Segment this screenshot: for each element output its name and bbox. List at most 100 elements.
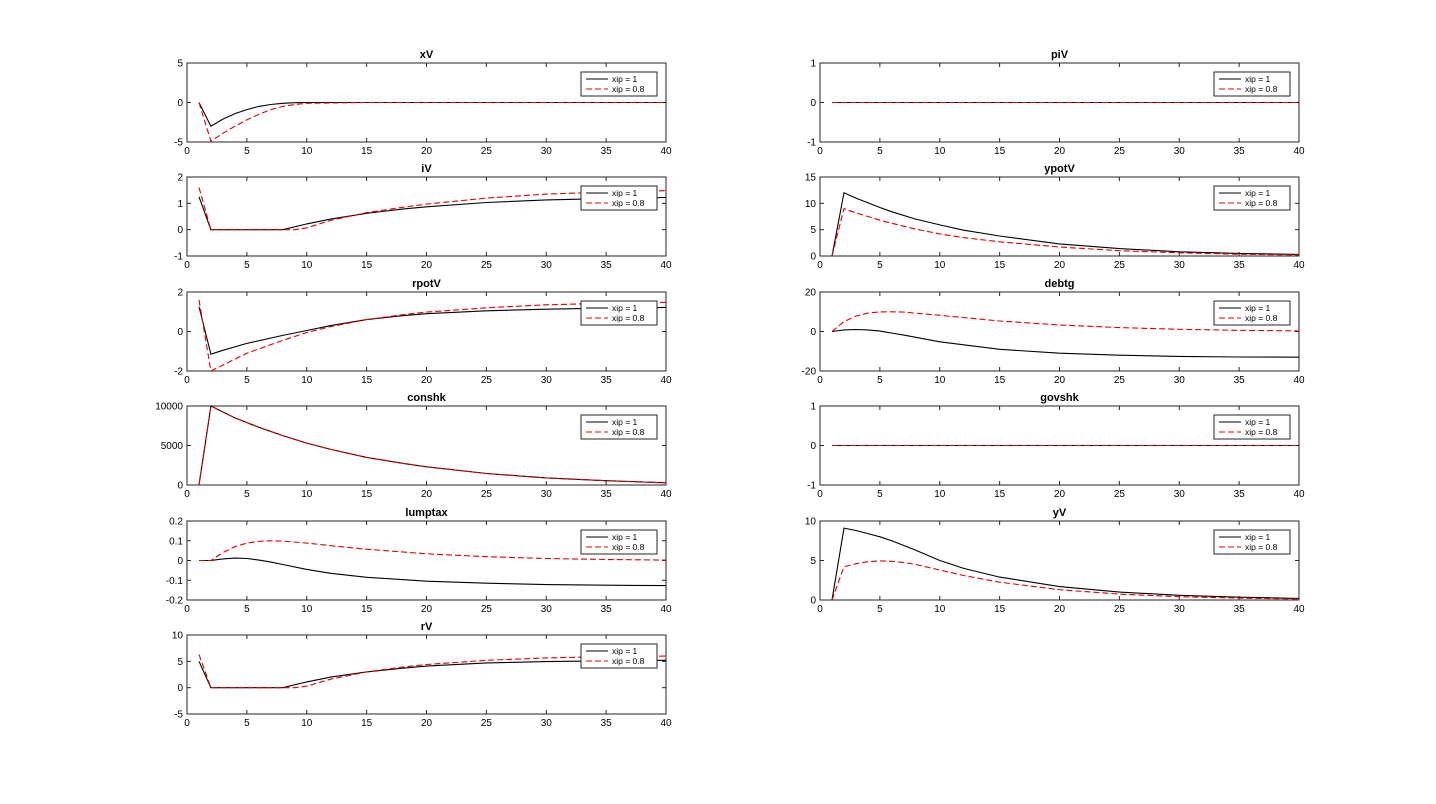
plot-area	[198, 406, 666, 485]
legend-box	[1213, 185, 1291, 211]
y-tick-label: 5	[177, 657, 183, 668]
x-tick-label: 20	[421, 260, 433, 271]
x-tick-label: 25	[1114, 146, 1126, 157]
x-tick-label: 25	[1114, 604, 1126, 615]
x-tick-label: 40	[1293, 146, 1305, 157]
x-tick-label: 10	[301, 375, 313, 386]
y-tick-label: 10	[805, 199, 817, 210]
x-tick-label: 10	[934, 146, 946, 157]
y-tick-label: -20	[802, 367, 817, 378]
legend-label: xip = 1	[612, 188, 638, 198]
x-tick-label: 10	[301, 489, 313, 500]
x-tick-label: 25	[1114, 489, 1126, 500]
series-line-xip-0-8	[831, 560, 1299, 600]
x-tick-label: 0	[817, 375, 823, 386]
subplot-title: iV	[421, 163, 432, 175]
legend-box	[1213, 71, 1291, 97]
x-tick-label: 15	[361, 375, 373, 386]
legend-label: xip = 1	[1245, 188, 1271, 198]
x-tick-label: 35	[1234, 489, 1246, 500]
plot-area	[198, 654, 666, 689]
x-tick-label: 35	[601, 489, 613, 500]
subplot-title: ypotV	[1044, 163, 1075, 175]
y-tick-label: 0	[177, 225, 183, 236]
x-tick-label: 40	[1293, 604, 1305, 615]
x-tick-label: 35	[1234, 375, 1246, 386]
x-tick-label: 20	[421, 604, 433, 615]
series-line-xip-0-8	[198, 101, 666, 142]
x-tick-label: 0	[817, 260, 823, 271]
x-tick-label: 10	[934, 260, 946, 271]
x-tick-label: 5	[877, 604, 883, 615]
x-tick-label: 30	[1174, 604, 1186, 615]
y-tick-label: -1	[807, 481, 816, 492]
x-tick-label: 25	[481, 146, 493, 157]
x-tick-label: 15	[361, 718, 373, 729]
x-tick-label: 25	[1114, 260, 1126, 271]
subplot-title: rpotV	[412, 278, 441, 290]
y-tick-label: 0	[810, 252, 816, 263]
x-tick-label: 10	[301, 260, 313, 271]
legend-label: xip = 0.8	[612, 84, 645, 94]
y-tick-label: 1	[810, 402, 816, 413]
x-tick-label: 0	[184, 604, 190, 615]
x-tick-label: 0	[184, 146, 190, 157]
x-tick-label: 40	[660, 718, 672, 729]
x-tick-label: 35	[1234, 604, 1246, 615]
y-tick-label: 10000	[155, 402, 183, 413]
y-tick-label: 0	[810, 98, 816, 109]
series-line-xip-0-8	[198, 654, 666, 689]
y-tick-label: 20	[805, 288, 817, 299]
legend-label: xip = 1	[612, 646, 638, 656]
x-tick-label: 30	[541, 604, 553, 615]
x-tick-label: 25	[481, 375, 493, 386]
legend-label: xip = 0.8	[1245, 542, 1278, 552]
y-tick-label: 0	[810, 327, 816, 338]
y-tick-label: 0	[177, 683, 183, 694]
legend-box	[580, 414, 658, 440]
legend-box	[580, 185, 658, 211]
legend-label: xip = 0.8	[1245, 198, 1278, 208]
legend-label: xip = 0.8	[612, 313, 645, 323]
subplot-title: conshk	[407, 392, 446, 404]
x-tick-label: 30	[541, 489, 553, 500]
y-tick-label: -5	[174, 138, 183, 149]
y-tick-label: 0	[177, 481, 183, 492]
x-tick-label: 20	[421, 489, 433, 500]
x-tick-label: 20	[1054, 489, 1066, 500]
x-tick-label: 0	[184, 718, 190, 729]
x-tick-label: 35	[601, 604, 613, 615]
x-tick-label: 20	[1054, 260, 1066, 271]
x-tick-label: 40	[660, 146, 672, 157]
y-tick-label: 0	[810, 596, 816, 607]
legend-label: xip = 0.8	[612, 427, 645, 437]
y-tick-label: -5	[174, 710, 183, 721]
legend-label: xip = 0.8	[1245, 84, 1278, 94]
legend-label: xip = 1	[612, 303, 638, 313]
x-tick-label: 20	[1054, 375, 1066, 386]
x-tick-label: 0	[817, 489, 823, 500]
x-tick-label: 40	[1293, 260, 1305, 271]
x-tick-label: 40	[1293, 375, 1305, 386]
x-tick-label: 25	[481, 604, 493, 615]
x-tick-label: 30	[1174, 375, 1186, 386]
subplot-conshk: conshk 0 5 10 15 20 25 30 35 40 0 5000 10000 xip = 1x…	[155, 392, 672, 500]
plot-area	[831, 192, 1299, 256]
x-tick-label: 35	[601, 718, 613, 729]
y-tick-label: 1	[810, 59, 816, 70]
x-tick-label: 40	[660, 489, 672, 500]
y-tick-label: 0	[177, 98, 183, 109]
series-line-xip-1	[199, 557, 666, 587]
x-tick-label: 35	[1234, 146, 1246, 157]
subplot-title: xV	[420, 49, 434, 61]
x-tick-label: 10	[301, 146, 313, 157]
legend-label: xip = 0.8	[1245, 313, 1278, 323]
y-tick-label: -2	[174, 367, 183, 378]
plot-area	[198, 187, 666, 231]
